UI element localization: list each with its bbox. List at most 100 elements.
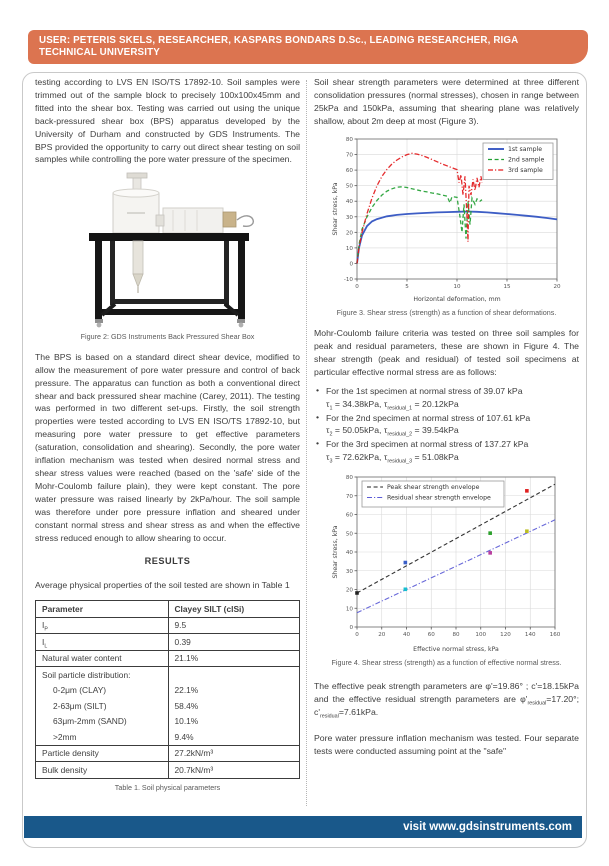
bullet-line2: τ3 = 72.62kPa, τresidual_3 = 51.08kPa bbox=[326, 452, 459, 466]
specimen-bullet-list: • For the 1st specimen at normal stress o… bbox=[314, 385, 579, 466]
value-cell: 20.7kN/m³ bbox=[167, 761, 299, 778]
svg-text:0: 0 bbox=[349, 261, 353, 267]
svg-text:1st sample: 1st sample bbox=[508, 146, 542, 153]
svg-text:Peak shear strength envelope: Peak shear strength envelope bbox=[387, 484, 480, 491]
bullet-line1: For the 2nd specimen at normal stress of… bbox=[326, 412, 531, 423]
svg-text:50: 50 bbox=[345, 531, 353, 537]
bullet-marker-icon: • bbox=[316, 384, 320, 395]
svg-text:160: 160 bbox=[549, 632, 560, 638]
table-row: Soil particle distribution: bbox=[36, 666, 299, 683]
svg-text:70: 70 bbox=[345, 152, 353, 158]
svg-text:Shear stress, kPa: Shear stress, kPa bbox=[332, 182, 339, 235]
figure2-photo bbox=[35, 171, 300, 330]
svg-text:20: 20 bbox=[345, 588, 353, 594]
svg-text:60: 60 bbox=[427, 632, 435, 638]
table-row: Bulk density 20.7kN/m³ bbox=[36, 761, 299, 778]
value-cell: 22.1% bbox=[167, 682, 300, 699]
svg-text:40: 40 bbox=[345, 550, 353, 556]
figure4-chart: 0 20 40 60 80 100 120 140 160 0 10 20 30 40 50 60 70 80 Ef… bbox=[314, 469, 579, 656]
svg-text:3rd sample: 3rd sample bbox=[508, 167, 543, 174]
parameter-cell: IP bbox=[36, 616, 168, 634]
svg-text:120: 120 bbox=[500, 632, 511, 638]
paragraph-mohr-coulomb: Mohr-Coulomb failure criteria was tested… bbox=[314, 328, 579, 377]
value-cell: 58.4% bbox=[167, 698, 300, 714]
svg-text:20: 20 bbox=[378, 632, 386, 638]
svg-text:20: 20 bbox=[553, 284, 561, 290]
right-column: Soil shear strength parameters were dete… bbox=[314, 76, 579, 758]
svg-text:0: 0 bbox=[355, 632, 359, 638]
svg-text:80: 80 bbox=[452, 632, 460, 638]
svg-text:40: 40 bbox=[402, 632, 410, 638]
footer-website-link[interactable]: visit www.gdsinstruments.com bbox=[403, 821, 572, 833]
bullet-line2: τ2 = 50.05kPa, τresidual_2 = 39.54kPa bbox=[326, 425, 459, 439]
svg-text:Residual shear strength envelo: Residual shear strength envelope bbox=[387, 495, 491, 502]
svg-text:Shear stress, kPa: Shear stress, kPa bbox=[332, 525, 339, 578]
parameter-cell: IL bbox=[36, 633, 168, 650]
user-banner: USER: PETERIS SKELS, RESEARCHER, KASPARS… bbox=[28, 30, 588, 65]
parameter-cell: Particle density bbox=[36, 744, 168, 762]
svg-text:Effective normal stress, kPa: Effective normal stress, kPa bbox=[413, 646, 499, 653]
svg-text:50: 50 bbox=[345, 183, 353, 189]
figure2-caption: Figure 2: GDS Instruments Back Pressured… bbox=[80, 332, 255, 342]
svg-text:5: 5 bbox=[405, 284, 409, 290]
table-intro-line: Average physical properties of the soil … bbox=[35, 580, 290, 591]
content-border bbox=[22, 72, 587, 848]
bullet-item: • For the 2nd specimen at normal stress o… bbox=[314, 412, 579, 438]
table-row: 0-2μm (CLAY) 22.1% bbox=[36, 682, 300, 699]
table-row: IP 9.5 bbox=[36, 616, 299, 634]
table-header-cell: Clayey SILT (clSi) bbox=[167, 601, 300, 617]
value-cell: 0.39 bbox=[167, 633, 299, 650]
bullet-line1: For the 3rd specimen at normal stress of… bbox=[326, 439, 529, 450]
bullet-line2: τ1 = 34.38kPa, τresidual_1 = 20.12kPa bbox=[326, 398, 459, 412]
parameter-cell: 2-63μm (SILT) bbox=[53, 700, 107, 711]
parameter-cell: 0-2μm (CLAY) bbox=[53, 685, 107, 696]
svg-text:20: 20 bbox=[345, 230, 353, 236]
soil-parameters-table: Parameter Clayey SILT (clSi) IP 9.5 IL 0.39 Na… bbox=[35, 600, 300, 779]
value-cell: 9.5 bbox=[167, 616, 299, 634]
svg-text:2nd sample: 2nd sample bbox=[508, 156, 544, 163]
table-row: >2mm 9.4% bbox=[36, 729, 299, 745]
value-cell: 10.1% bbox=[167, 713, 300, 730]
value-cell bbox=[167, 666, 299, 683]
svg-text:40: 40 bbox=[345, 199, 353, 205]
svg-text:100: 100 bbox=[475, 632, 486, 638]
svg-text:10: 10 bbox=[345, 606, 353, 612]
svg-text:-10: -10 bbox=[343, 277, 353, 283]
svg-text:0: 0 bbox=[349, 625, 353, 631]
shear-stress-normal-stress-chart: 0 20 40 60 80 100 120 140 160 0 10 20 30 40 50 60 70 80 Ef… bbox=[328, 469, 565, 656]
shear-box-apparatus-illustration bbox=[52, 171, 283, 330]
value-cell: 9.4% bbox=[167, 729, 300, 745]
paragraph-shear-params: Soil shear strength parameters were dete… bbox=[314, 77, 579, 126]
svg-text:80: 80 bbox=[345, 475, 353, 481]
parameter-cell: >2mm bbox=[53, 731, 77, 742]
svg-text:70: 70 bbox=[345, 494, 353, 500]
table-row: Natural water content 21.1% bbox=[36, 649, 299, 667]
paragraph-bps: The BPS is based on a standard direct sh… bbox=[35, 351, 300, 543]
table-header-cell: Parameter bbox=[42, 603, 83, 614]
table-row: 63μm-2mm (SAND) 10.1% bbox=[36, 713, 300, 730]
value-cell: 27.2kN/m³ bbox=[167, 744, 299, 762]
svg-text:30: 30 bbox=[345, 214, 353, 220]
table1-caption: Table 1. Soil physical parameters bbox=[114, 782, 221, 792]
svg-text:Horizontal deformation, mm: Horizontal deformation, mm bbox=[413, 296, 500, 303]
svg-text:60: 60 bbox=[345, 168, 353, 174]
svg-text:0: 0 bbox=[355, 284, 359, 290]
footer-bar: visit www.gdsinstruments.com bbox=[24, 816, 582, 838]
svg-text:140: 140 bbox=[524, 632, 535, 638]
bullet-marker-icon: • bbox=[316, 411, 320, 422]
paragraph-strength-parameters: The effective peak strength parameters a… bbox=[314, 680, 579, 720]
parameter-cell: Bulk density bbox=[36, 761, 168, 778]
parameter-cell: 63μm-2mm (SAND) bbox=[53, 716, 127, 727]
svg-text:10: 10 bbox=[345, 246, 353, 252]
bullet-item: • For the 1st specimen at normal stress o… bbox=[314, 385, 579, 411]
user-banner-text: USER: PETERIS SKELS, RESEARCHER, KASPARS… bbox=[39, 35, 519, 58]
figure3-caption: Figure 3. Shear stress (strength) as a f… bbox=[336, 307, 557, 317]
column-divider bbox=[306, 80, 307, 806]
table-row: 2-63μm (SILT) 58.4% bbox=[36, 698, 299, 714]
svg-text:60: 60 bbox=[345, 513, 353, 519]
svg-text:30: 30 bbox=[345, 569, 353, 575]
results-heading: RESULTS bbox=[144, 556, 191, 567]
svg-text:80: 80 bbox=[345, 137, 353, 143]
svg-text:10: 10 bbox=[453, 284, 461, 290]
